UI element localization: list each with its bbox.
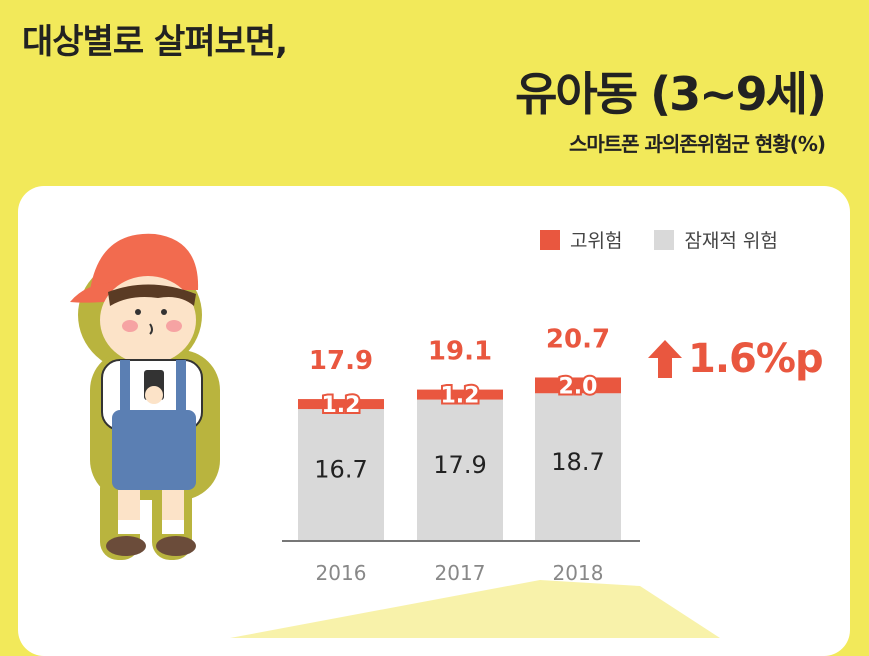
legend-item-high-risk: 고위험 [540, 226, 622, 253]
child-with-phone-illustration [70, 233, 220, 560]
bar-high-risk-2017 [417, 389, 503, 400]
bar-potential-risk-2017 [417, 399, 503, 541]
legend-swatch-high-risk [540, 229, 560, 250]
value-label-high-risk-2016: 1.2 [322, 393, 361, 418]
increase-indicator: 1.6%p [648, 336, 824, 382]
up-arrow-icon [648, 340, 682, 378]
value-label-high-risk-2018: 2.0 [559, 374, 598, 399]
total-label-2018: 20.7 [546, 324, 610, 354]
value-label-high-risk-2017: 1.2 [441, 384, 480, 409]
value-label-potential-risk-2018: 18.7 [551, 448, 604, 476]
page-heading: 대상별로 살펴보면, [22, 22, 288, 62]
x-tick-label-2017: 2017 [435, 561, 486, 585]
stacked-bar-chart: 16.7 1.2 17.9 2016 17.9 1.2 19.1 2017 18.7 2.0 20.… [282, 324, 640, 585]
bar-high-risk-2016 [298, 399, 384, 410]
legend-label-high-risk: 고위험 [570, 230, 623, 252]
value-label-potential-risk-2016: 16.7 [314, 456, 367, 484]
legend-item-potential-risk: 잠재적 위험 [654, 226, 778, 253]
bar-potential-risk-2018 [535, 393, 621, 541]
total-label-2016: 17.9 [309, 346, 373, 376]
bar-high-risk-2018 [535, 377, 621, 394]
value-label-potential-risk-2017: 17.9 [433, 451, 486, 479]
bar-potential-risk-2016 [298, 409, 384, 541]
x-tick-label-2018: 2018 [553, 561, 604, 585]
chart-subtitle: 스마트폰 과의존위험군 현황(%) [568, 132, 826, 156]
legend-label-potential-risk: 잠재적 위험 [684, 230, 778, 252]
increase-value: 1.6%p [688, 336, 824, 382]
target-group-title: 유아동 (3~9세) [515, 67, 827, 121]
spotlight-beam [230, 580, 720, 638]
total-label-2017: 19.1 [428, 337, 492, 367]
chart-legend: 고위험 잠재적 위험 [540, 226, 800, 253]
x-tick-label-2016: 2016 [316, 561, 367, 585]
legend-swatch-potential-risk [654, 229, 675, 250]
